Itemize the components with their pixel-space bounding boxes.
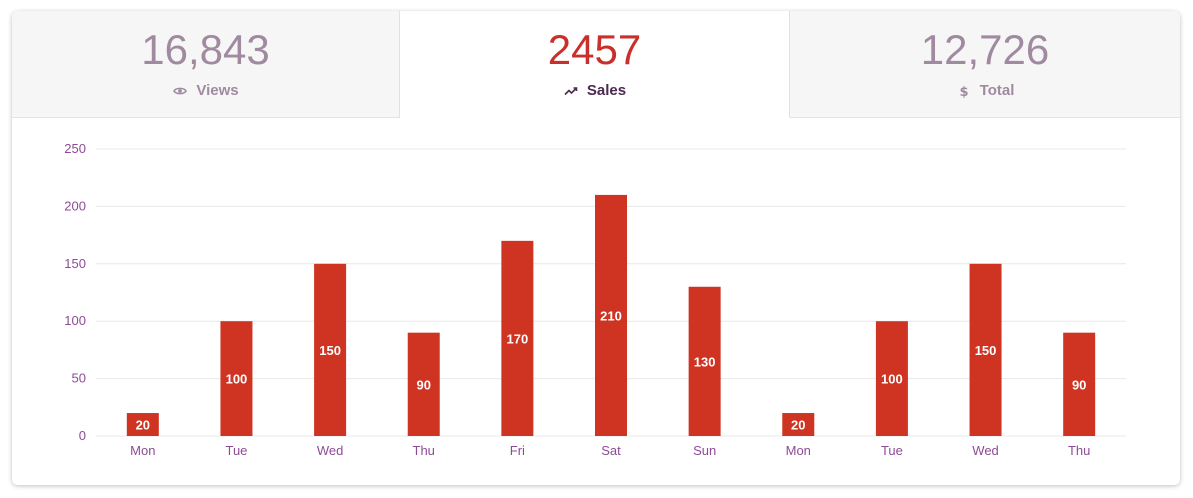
stat-tabs: 16,843 Views 2457 (12, 11, 1180, 118)
x-tick-label: Thu (1068, 443, 1090, 458)
x-tick-label: Wed (317, 443, 344, 458)
y-tick-label: 150 (64, 256, 86, 271)
sales-label: Sales (586, 82, 627, 99)
svg-text:$: $ (959, 85, 968, 98)
tab-total[interactable]: 12,726 $ Total (790, 11, 1180, 118)
tab-views[interactable]: 16,843 Views (12, 11, 400, 118)
bar-value-label: 100 (881, 372, 903, 387)
bar (875, 321, 908, 436)
bar-value-label: 20 (791, 418, 805, 433)
tab-sales[interactable]: 2457 Sales (400, 11, 790, 118)
total-label: Total (979, 82, 1015, 99)
x-tick-label: Fri (510, 443, 525, 458)
y-tick-label: 250 (64, 141, 86, 156)
y-tick-label: 200 (64, 198, 86, 213)
bar-value-label: 170 (507, 331, 529, 346)
sales-bar-chart: 0 50 100 150 200 250 20 Mon 100 Tue 150 Wed 90 Thu 170… (64, 141, 1126, 458)
total-value: 12,726 (920, 26, 1050, 73)
bar (126, 413, 159, 436)
bar-value-label: 150 (975, 343, 997, 358)
x-tick-label: Thu (413, 443, 435, 458)
bar-value-label: 210 (600, 308, 622, 323)
x-tick-label: Wed (972, 443, 999, 458)
x-tick-label: Tue (881, 443, 903, 458)
views-value: 16,843 (141, 26, 270, 73)
bar-value-label: 150 (319, 343, 341, 358)
x-tick-label: Sun (693, 443, 716, 458)
sales-label-row: Sales (400, 82, 789, 99)
y-tick-label: 0 (79, 428, 86, 443)
x-tick-label: Tue (225, 443, 247, 458)
eye-icon (172, 83, 188, 99)
bar (1063, 332, 1096, 436)
x-tick-label: Sat (601, 443, 621, 458)
dollar-icon: $ (956, 83, 972, 99)
bar (407, 332, 440, 436)
bar (501, 240, 534, 436)
bar (314, 263, 347, 436)
bar-value-label: 20 (136, 418, 150, 433)
views-label: Views (196, 82, 239, 99)
trending-up-icon (563, 83, 579, 99)
bar (688, 286, 721, 436)
views-label-row: Views (12, 82, 399, 99)
y-tick-label: 100 (64, 313, 86, 328)
sales-card: 16,843 Views 2457 (12, 11, 1180, 485)
y-tick-label: 50 (72, 371, 86, 386)
bar-value-label: 130 (694, 354, 716, 369)
bar (969, 263, 1002, 436)
bar-value-label: 90 (416, 377, 430, 392)
bar (782, 413, 815, 436)
bar (595, 194, 627, 436)
x-tick-label: Mon (130, 443, 155, 458)
x-tick-label: Mon (786, 443, 811, 458)
bar (220, 321, 253, 436)
bar-value-label: 100 (226, 372, 248, 387)
sales-value: 2457 (547, 26, 642, 73)
bar-value-label: 90 (1072, 377, 1086, 392)
total-label-row: $ Total (790, 82, 1180, 99)
